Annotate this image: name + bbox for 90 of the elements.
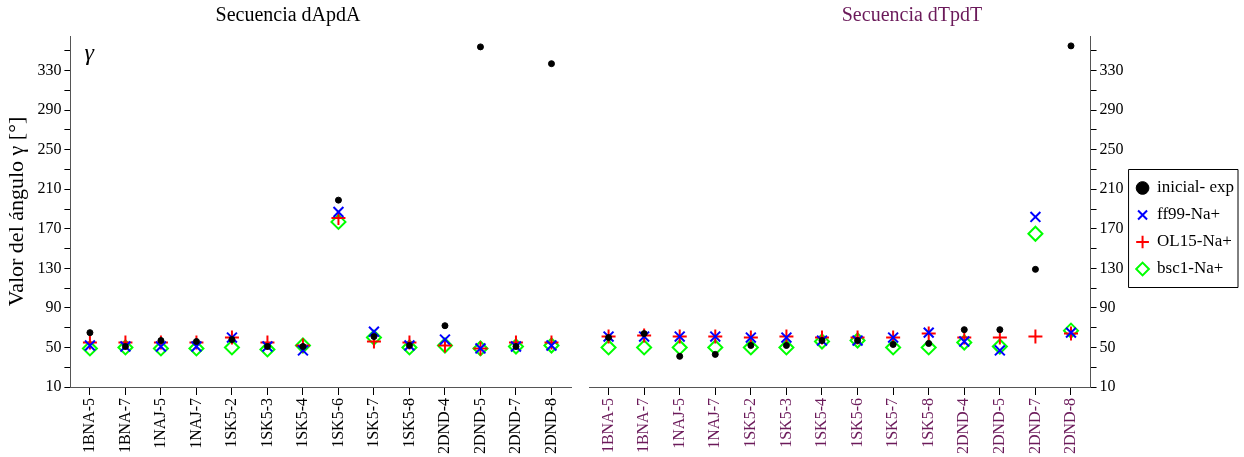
x-tick-label: 1SK5-3 <box>257 398 275 448</box>
y-tick-label: 210 <box>37 179 62 197</box>
x-tick-label: 2DND-5 <box>990 398 1008 455</box>
y-tick-label: 10 <box>45 377 62 395</box>
point <box>365 329 382 346</box>
legend-label: bsc1-Na+ <box>1157 258 1224 278</box>
x-tick-label: 2DND-8 <box>1061 398 1079 455</box>
legend-label: inicial- exp <box>1157 177 1235 197</box>
y-tick-label: 210 <box>1099 179 1124 197</box>
point <box>330 213 347 230</box>
x-tick-label: 1SK5-8 <box>399 398 417 448</box>
x-tick-label: 1NAJ-5 <box>669 398 687 449</box>
y-tick-label: 50 <box>45 337 62 355</box>
point <box>996 326 1004 334</box>
point <box>1027 225 1044 242</box>
point <box>1029 210 1042 223</box>
y-tick-label: 50 <box>1099 337 1116 355</box>
point <box>334 196 342 204</box>
x-tick-label: 2DND-4 <box>954 398 972 455</box>
y-tick-label: 90 <box>45 298 62 316</box>
x-tick-label: 2DND-4 <box>435 398 453 455</box>
x-tick-label: 1SK5-4 <box>812 398 830 448</box>
y-tick-label: 330 <box>37 60 62 78</box>
x-tick-label: 2DND-8 <box>541 398 559 455</box>
point <box>157 337 165 345</box>
x-tick-label: 1NAJ-7 <box>705 398 723 449</box>
point <box>192 338 200 346</box>
point <box>81 334 98 351</box>
point <box>676 352 684 360</box>
point <box>742 339 759 356</box>
x-tick-label: 1BNA-5 <box>80 398 98 454</box>
x-tick-label: 1SK5-7 <box>364 398 382 448</box>
point <box>332 206 345 218</box>
point <box>991 338 1008 355</box>
x-tick-label: 1BNA-7 <box>115 398 133 454</box>
x-tick-label: 1SK5-6 <box>328 398 346 448</box>
x-tick-label: 1SK5-6 <box>847 398 865 448</box>
x-tick-label: 2DND-7 <box>1025 398 1043 455</box>
y-axis-title: Valor del ángulo γ [°] <box>2 116 28 307</box>
point <box>228 336 236 344</box>
point <box>188 334 205 351</box>
x-tick-label: 2DND-7 <box>506 398 524 455</box>
x-tick-label: 1BNA-5 <box>598 398 616 454</box>
x-tick-label: 1NAJ-5 <box>151 398 169 449</box>
point <box>778 339 795 356</box>
x-tick-label: 1SK5-8 <box>918 398 936 448</box>
legend-label: OL15-Na+ <box>1157 231 1232 251</box>
point <box>605 334 613 342</box>
x-tick-label: 1SK5-4 <box>293 398 311 448</box>
chart-title: Secuencia dTpdT <box>841 3 983 27</box>
x-tick-label: 2DND-5 <box>470 398 488 455</box>
x-tick-label: 1SK5-7 <box>883 398 901 448</box>
y-tick-label: 90 <box>1099 298 1116 316</box>
chart-title: Secuencia dApdA <box>215 3 362 27</box>
point <box>885 339 902 356</box>
point <box>476 43 484 51</box>
point <box>547 60 555 68</box>
point <box>1031 265 1039 273</box>
y-tick-label: 330 <box>1099 60 1124 78</box>
point <box>81 340 98 357</box>
point <box>600 339 617 356</box>
y-tick-label: 10 <box>1099 377 1116 395</box>
point <box>711 350 719 358</box>
x-tick-label: 1SK5-2 <box>741 398 759 448</box>
point <box>401 334 418 351</box>
x-tick-label: 1NAJ-7 <box>186 398 204 449</box>
point <box>223 339 240 356</box>
point <box>640 330 648 338</box>
x-tick-label: 1BNA-7 <box>634 398 652 454</box>
y-tick-label: 250 <box>37 139 62 157</box>
y-tick-label: 170 <box>37 219 62 237</box>
x-tick-label: 1SK5-3 <box>776 398 794 448</box>
x-tick-label: 1SK5-2 <box>222 398 240 448</box>
y-tick-label: 290 <box>1099 100 1124 118</box>
point <box>1067 42 1075 50</box>
point <box>671 339 688 356</box>
point <box>190 340 203 353</box>
y-tick-label: 130 <box>1099 258 1124 276</box>
annotation: γ <box>84 39 95 66</box>
y-tick-label: 250 <box>1099 139 1124 157</box>
y-tick-label: 130 <box>37 258 62 276</box>
y-tick-label: 290 <box>37 100 62 118</box>
point <box>960 326 968 334</box>
point <box>1027 328 1044 345</box>
point <box>636 339 653 356</box>
point <box>441 322 449 330</box>
point <box>86 329 94 337</box>
legend-label: ff99-Na+ <box>1157 204 1221 224</box>
point <box>401 339 418 356</box>
y-tick-label: 170 <box>1099 219 1124 237</box>
